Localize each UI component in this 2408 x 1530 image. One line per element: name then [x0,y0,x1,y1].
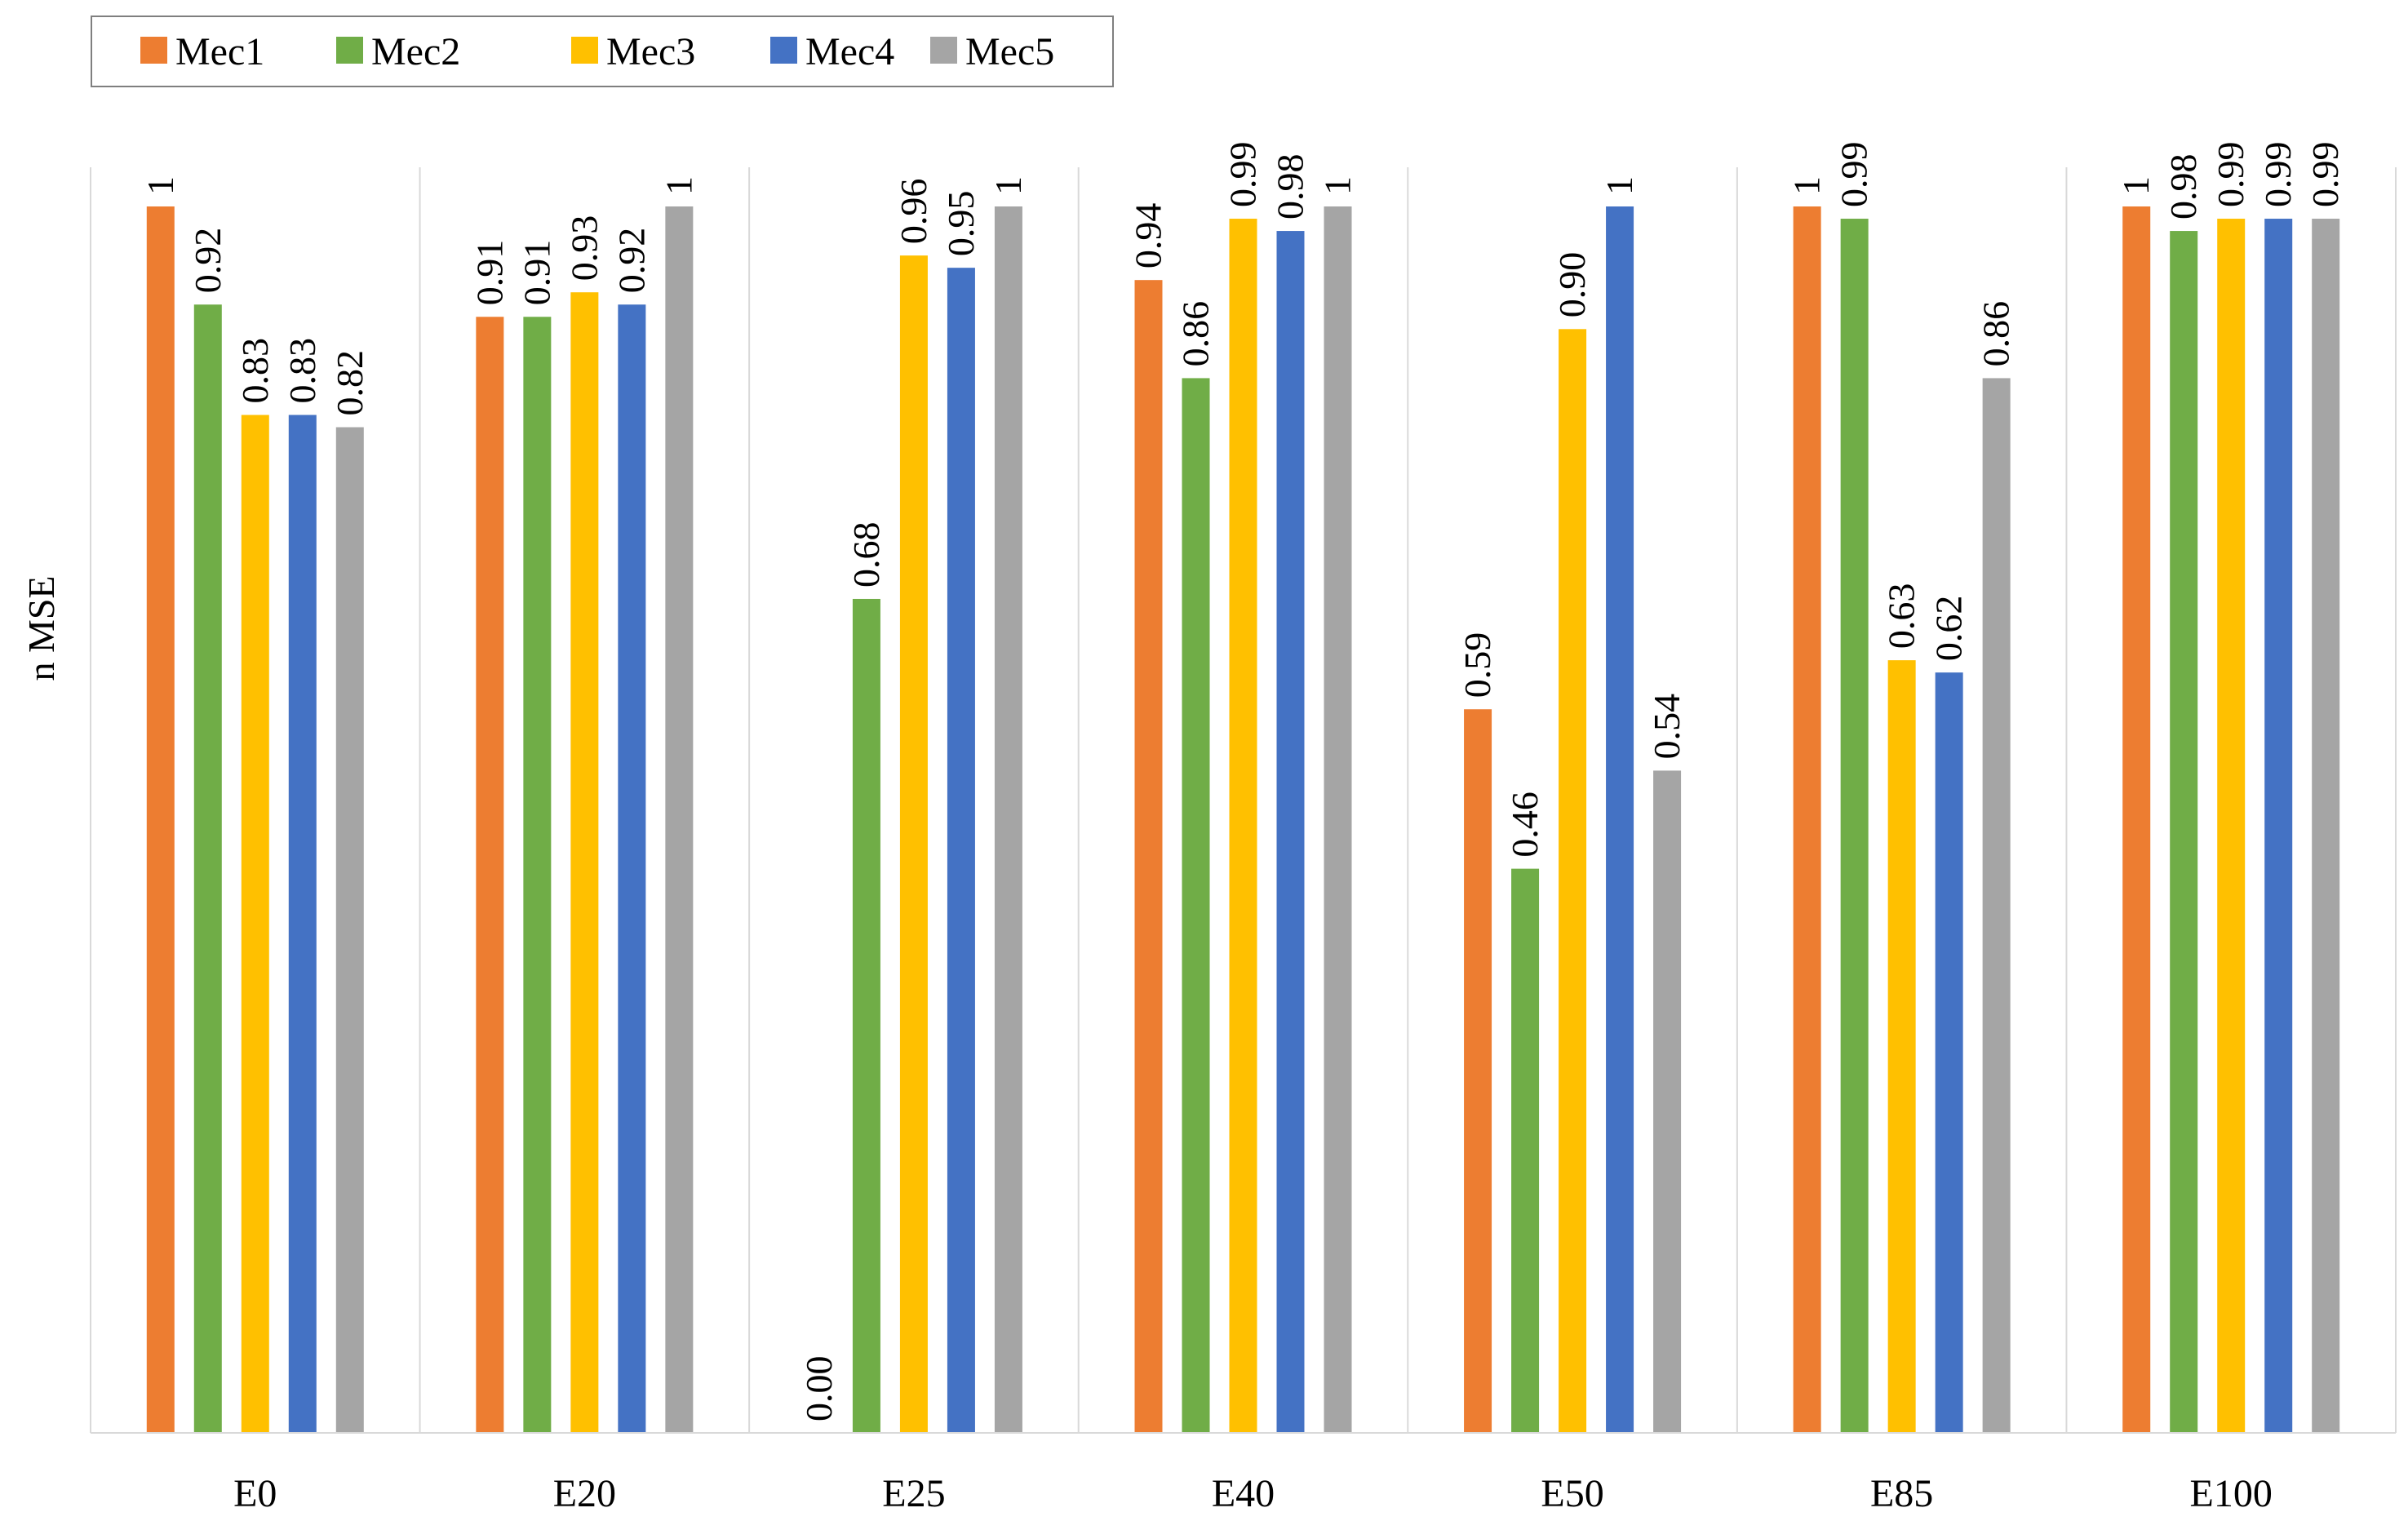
data-label: 1 [1599,176,1640,195]
bar-mec2-e85 [1840,219,1869,1433]
bar-mec2-e20 [523,317,552,1433]
legend-label-mec4: Mec4 [805,30,894,73]
bar-mec5-e0 [335,427,364,1433]
bar-mec4-e40 [1276,231,1305,1433]
axis-layer: E0 E20 E25 E40 E50 E85 E100 [91,1432,2396,1515]
bar-mec2-e100 [2170,231,2198,1433]
bar-mec2-e0 [193,304,222,1433]
bar-mec1-e100 [2122,206,2151,1433]
bar-mec1-e20 [476,317,504,1433]
data-label: 0.46 [1504,792,1545,858]
bar-mec5-e20 [665,206,694,1433]
x-tick-label-e50: E50 [1541,1472,1603,1515]
data-label: 0.92 [187,228,228,294]
data-label: 1 [1786,176,1828,195]
data-label: 0.86 [1175,301,1217,367]
data-label: 0.98 [1270,154,1311,220]
legend-swatch-mec4 [770,37,797,64]
x-tick-label-e0: E0 [233,1472,277,1515]
bar-mec4-e100 [2264,219,2293,1433]
bar-mec2-e40 [1182,378,1210,1433]
data-label: 0.68 [845,521,887,588]
data-label: 0.54 [1646,694,1687,760]
bar-mec3-e0 [241,415,269,1433]
data-label: 1 [1317,176,1359,195]
legend: Mec1 Mec2 Mec3 Mec4 Mec5 [91,16,1114,87]
data-label: 0.91 [516,240,557,306]
x-tick-label-e25: E25 [882,1472,945,1515]
bar-mec3-e20 [570,292,599,1434]
bar-mec2-e50 [1511,868,1540,1433]
bar-mec5-e25 [994,206,1022,1433]
bar-mec3-e50 [1559,329,1587,1433]
bar-mec5-e85 [1982,378,2011,1433]
bar-mec4-e20 [618,304,646,1433]
bar-mec3-e25 [899,255,928,1433]
data-label: 0.59 [1457,632,1498,698]
bar-mec1-e0 [146,206,175,1433]
bar-mec1-e85 [1793,206,1821,1433]
data-label: 0.90 [1551,252,1593,318]
data-label: 0.93 [563,215,605,282]
data-label: 0.96 [893,179,934,245]
bar-mec2-e25 [852,598,880,1433]
bar-mec3-e100 [2217,219,2246,1433]
data-label: 0.99 [1834,142,1875,208]
data-label: 0.99 [2210,142,2251,208]
bar-mec3-e40 [1229,219,1257,1433]
data-label: 0.94 [1128,203,1169,269]
bar-mec5-e50 [1653,770,1682,1433]
data-label: 0.95 [940,191,982,257]
x-tick-label-e85: E85 [1870,1472,1933,1515]
legend-label-mec3: Mec3 [606,30,695,73]
data-label: 0.62 [1928,596,1970,662]
data-label: 0.91 [468,240,510,306]
data-label: 0.83 [282,338,323,404]
x-tick-label-e40: E40 [1212,1472,1275,1515]
legend-label-mec2: Mec2 [371,30,460,73]
data-label: 0.99 [2304,142,2346,208]
bar-mec4-e25 [947,268,975,1433]
data-label: 0.63 [1881,583,1922,650]
bar-layer [146,206,2340,1434]
data-label: 1 [658,176,699,195]
data-label: 0.00 [798,1356,840,1422]
legend-swatch-mec3 [571,37,598,64]
data-label: 0.98 [2162,154,2204,220]
legend-swatch-mec5 [930,37,957,64]
legend-label-mec5: Mec5 [965,30,1054,73]
y-axis-title: n MSE [20,575,62,681]
data-label: 1 [987,176,1029,195]
bar-mec4-e0 [288,415,317,1433]
bar-mec4-e50 [1606,206,1634,1433]
bar-mec1-e50 [1464,709,1492,1433]
data-label: 1 [2115,176,2157,195]
data-label: 0.99 [1222,142,1264,208]
data-label-layer: 10.920.83 0.83 0.820.91 0.91 0.93 0.9210.000.… [140,142,2346,1421]
grid-layer [90,167,2397,1433]
data-label: 0.82 [329,350,370,416]
data-label: 0.86 [1976,301,2017,367]
bar-mec1-e40 [1134,280,1163,1434]
legend-label-mec1: Mec1 [175,30,264,73]
data-label: 0.99 [2257,142,2299,208]
data-label: 1 [140,176,181,195]
bar-mec5-e40 [1324,206,1352,1433]
x-tick-label-e20: E20 [553,1472,616,1515]
data-label: 0.92 [610,228,652,294]
bar-mec5-e100 [2312,219,2340,1433]
legend-swatch-mec1 [140,37,167,64]
data-label: 0.83 [234,338,276,404]
x-tick-label-e100: E100 [2190,1472,2273,1515]
legend-swatch-mec2 [336,37,363,64]
bar-mec4-e85 [1935,672,1963,1433]
bar-mec3-e85 [1887,660,1916,1433]
